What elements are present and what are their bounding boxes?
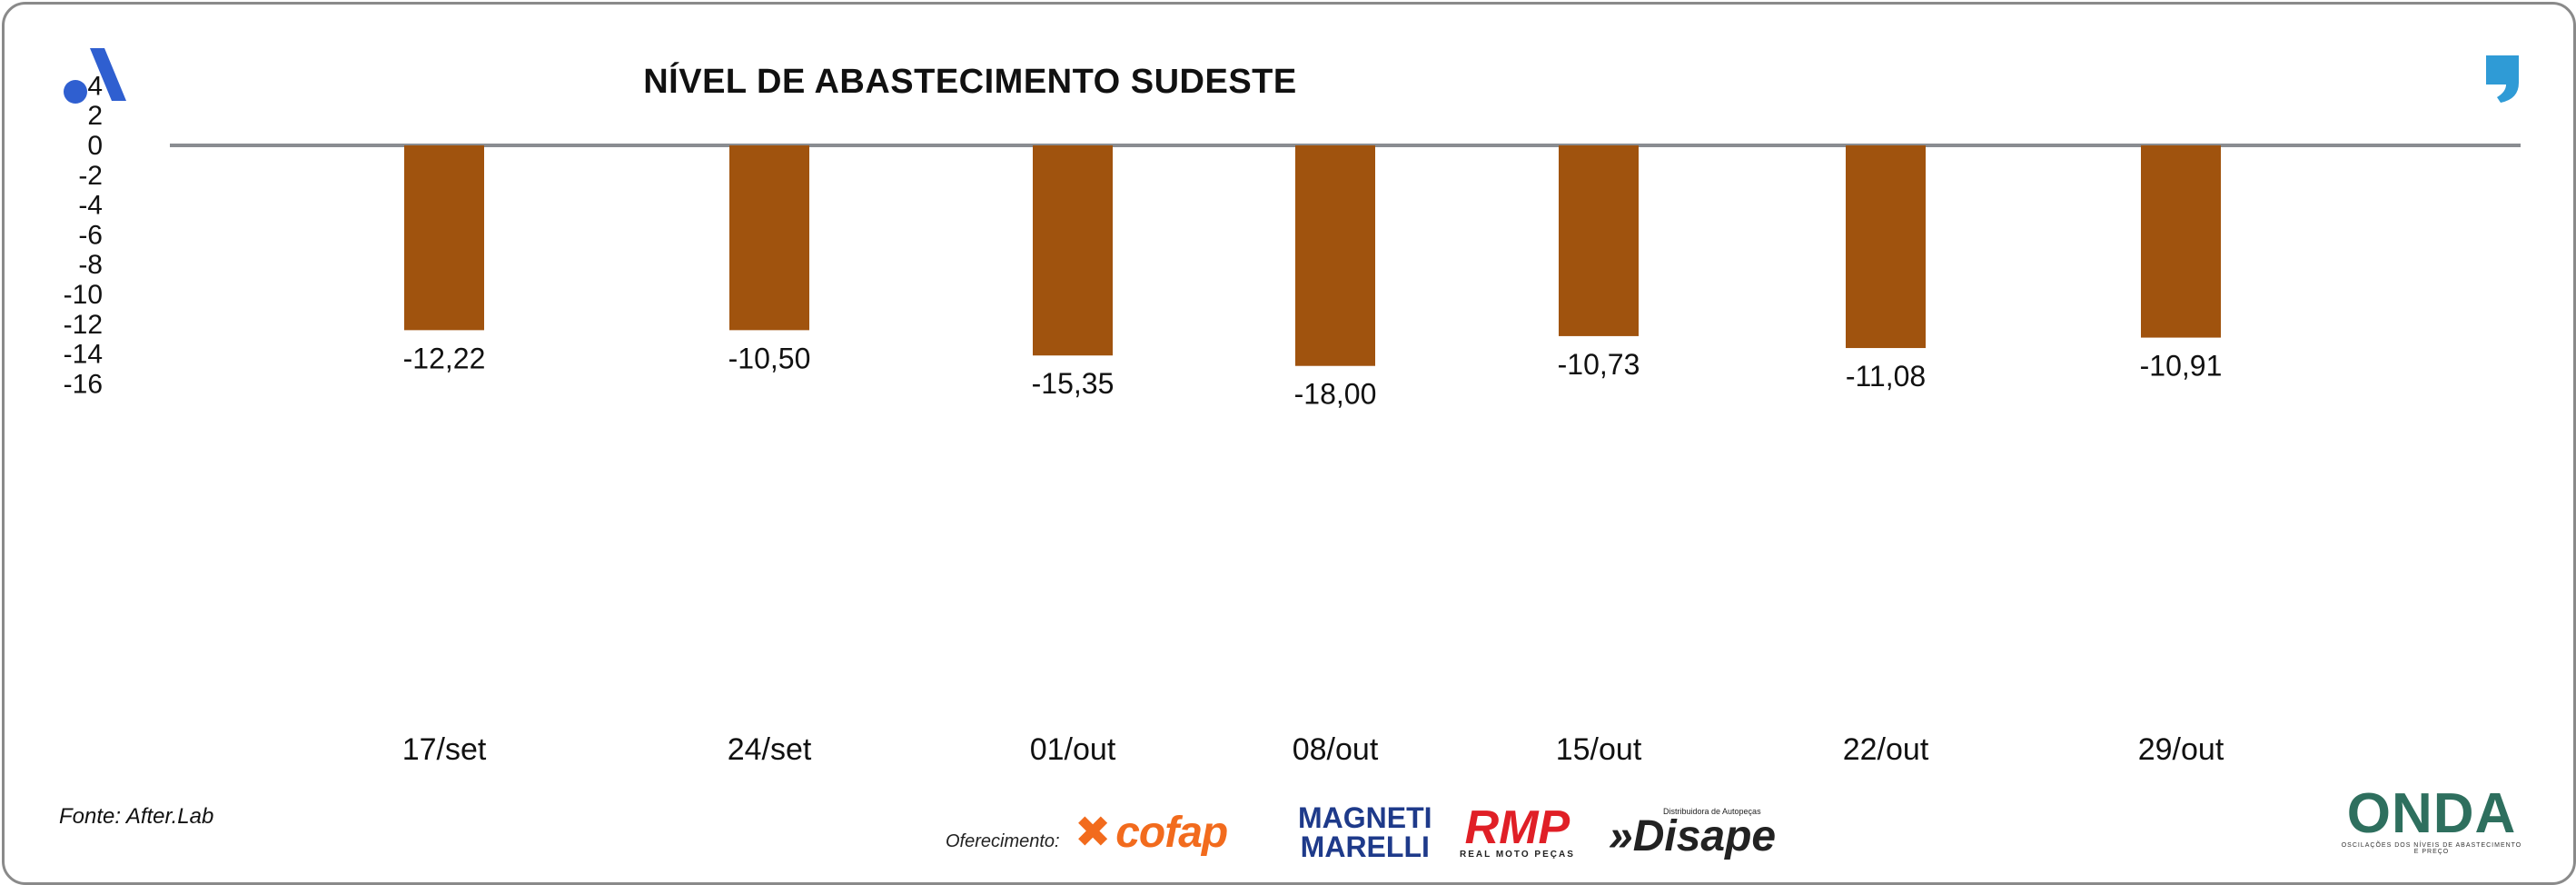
- data-label: -10,91: [2140, 350, 2223, 383]
- bar: [1846, 145, 1926, 349]
- x-tick-label: 29/out: [2138, 732, 2224, 767]
- y-tick-label: 4: [87, 71, 103, 101]
- y-tick-label: -8: [78, 250, 103, 280]
- bar: [729, 145, 809, 331]
- onda-logo-subtext: OSCILAÇÕES DOS NÍVEIS DE ABASTECIMENTO E…: [2341, 842, 2522, 855]
- data-label: -18,00: [1294, 378, 1377, 411]
- bar: [1295, 145, 1375, 366]
- bar: [404, 145, 484, 331]
- disape-logo-text: »Disape: [1609, 812, 1777, 860]
- y-tick-label: -6: [78, 220, 103, 250]
- cofap-x-icon: ✖: [1075, 809, 1111, 857]
- marelli-logo-text: MARELLI: [1300, 830, 1430, 863]
- sponsor-label: Oferecimento:: [946, 831, 1060, 851]
- x-tick-label: 15/out: [1556, 732, 1642, 767]
- onda-logo: ONDA OSCILAÇÕES DOS NÍVEIS DE ABASTECIME…: [2341, 786, 2522, 859]
- data-label: -11,08: [1846, 360, 1926, 393]
- x-tick-label: 22/out: [1843, 732, 1929, 767]
- magneti-logo-text: MAGNETI: [1298, 801, 1432, 834]
- y-tick-label: -14: [64, 340, 103, 370]
- x-tick-label: 24/set: [728, 732, 812, 767]
- y-tick-label: 0: [87, 131, 103, 161]
- cofap-logo-text: cofap: [1115, 808, 1228, 857]
- chart-title: NÍVEL DE ABASTECIMENTO SUDESTE: [643, 63, 1297, 101]
- data-label: -10,50: [728, 342, 811, 374]
- bar-chart: 420-2-4-6-8-10-12-14-16 -12,22 17/set -10,5…: [64, 71, 2521, 767]
- rmp-logo: RMP REAL MOTO PEÇAS: [1460, 800, 1575, 864]
- y-tick-label: -10: [64, 280, 103, 310]
- x-tick-label: 01/out: [1030, 732, 1116, 767]
- y-tick-label: -2: [78, 161, 103, 191]
- magneti-marelli-logo: MAGNETI MARELLI: [1298, 800, 1432, 864]
- bar: [2141, 145, 2221, 338]
- cofap-logo: ✖ cofap: [1075, 800, 1228, 864]
- data-label: -10,73: [1558, 348, 1640, 381]
- rmp-logo-text: RMP: [1464, 800, 1570, 854]
- y-tick-label: 2: [87, 101, 103, 131]
- y-tick-label: -4: [78, 191, 103, 221]
- x-tick-label: 08/out: [1293, 732, 1379, 767]
- disape-logo-subtext: Distribuidora de Autopeças: [1663, 807, 1761, 816]
- x-tick-label: 17/set: [402, 732, 487, 767]
- brand-a-logo-icon: [64, 48, 126, 104]
- rmp-logo-subtext: REAL MOTO PEÇAS: [1460, 849, 1575, 860]
- onda-logo-text: ONDA: [2346, 782, 2517, 845]
- bar: [1559, 145, 1639, 336]
- y-tick-label: -16: [64, 369, 103, 399]
- source-note: Fonte: After.Lab: [59, 804, 214, 829]
- data-label: -12,22: [403, 342, 486, 374]
- data-label: -15,35: [1032, 367, 1115, 400]
- quote-mark-icon: [2486, 55, 2519, 103]
- y-tick-label: -12: [64, 310, 103, 340]
- disape-logo: Distribuidora de Autopeças »Disape: [1609, 800, 1776, 864]
- bar: [1033, 145, 1113, 356]
